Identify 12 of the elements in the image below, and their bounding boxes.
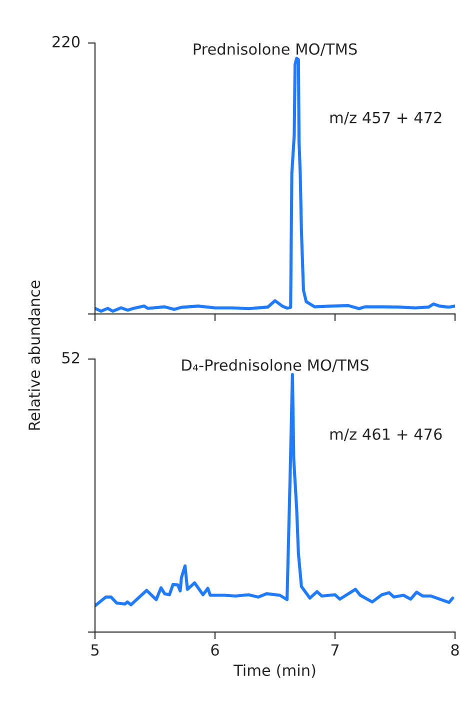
text: 52 — [62, 352, 80, 364]
x-tick-label: 5 — [91, 644, 99, 656]
annotation: m/z 457 + 472 — [330, 112, 442, 125]
x-tick-label: 8 — [451, 644, 459, 656]
annotation: m/z 461 + 476 — [330, 428, 442, 442]
x-tick-label: 7 — [331, 644, 339, 656]
y-axis-title: Relative abundance — [28, 280, 40, 430]
text: 220 — [52, 36, 80, 48]
chart-title: D₄-Prednisolone MO/TMS — [182, 359, 369, 372]
chart-title: Prednisolone MO/TMS — [194, 43, 357, 56]
x-axis-title: Time (min) — [233, 664, 316, 678]
x-tick-label: 6 — [211, 644, 219, 656]
